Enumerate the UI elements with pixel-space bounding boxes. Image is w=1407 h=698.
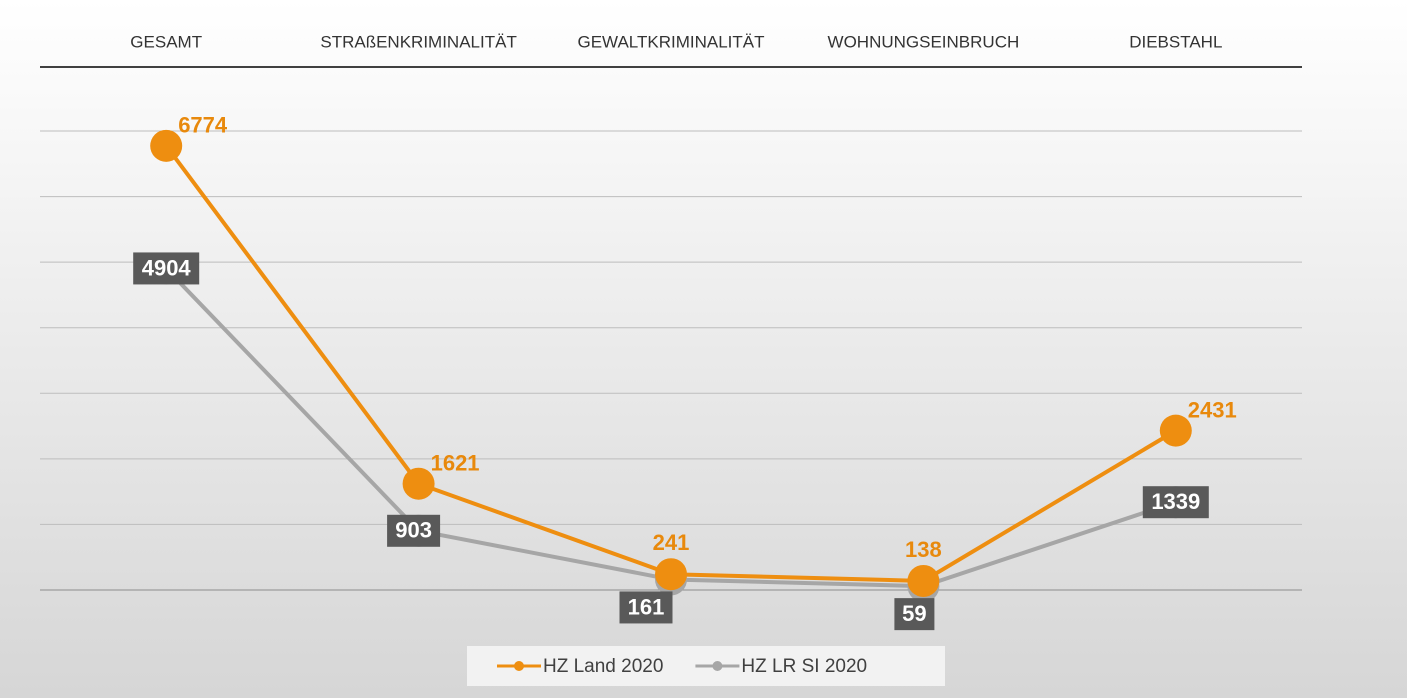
data-label: 138 bbox=[905, 537, 942, 562]
data-label-box bbox=[133, 252, 200, 285]
category-label: GESAMT bbox=[130, 32, 202, 51]
category-label: STRAßENKRIMINALITÄT bbox=[320, 32, 516, 51]
data-label-box bbox=[619, 591, 673, 624]
category-label: DIEBSTAHL bbox=[1129, 32, 1222, 51]
marker bbox=[1159, 414, 1192, 447]
data-label: 241 bbox=[653, 530, 690, 555]
legend-label: HZ Land 2020 bbox=[543, 656, 663, 677]
marker bbox=[907, 564, 940, 597]
marker bbox=[655, 558, 687, 591]
category-label: GEWALTKRIMINALITÄT bbox=[577, 32, 764, 51]
data-label: 6774 bbox=[178, 113, 228, 138]
legend-marker bbox=[514, 661, 524, 671]
data-label-box bbox=[1142, 486, 1209, 519]
data-label: 1621 bbox=[431, 451, 480, 476]
data-label-box bbox=[894, 598, 935, 631]
data-label: 1339 bbox=[1151, 489, 1200, 514]
category-label: WOHNUNGSEINBRUCH bbox=[828, 32, 1020, 51]
data-label: 903 bbox=[395, 518, 432, 543]
legend-label: HZ LR SI 2020 bbox=[741, 656, 867, 677]
data-label: 4904 bbox=[142, 255, 192, 280]
marker bbox=[402, 467, 435, 500]
data-label: 161 bbox=[628, 594, 665, 619]
data-label-box bbox=[387, 514, 441, 547]
legend-marker bbox=[712, 661, 723, 671]
marker bbox=[150, 129, 183, 162]
data-label: 2431 bbox=[1188, 397, 1237, 422]
data-label: 59 bbox=[902, 601, 926, 626]
